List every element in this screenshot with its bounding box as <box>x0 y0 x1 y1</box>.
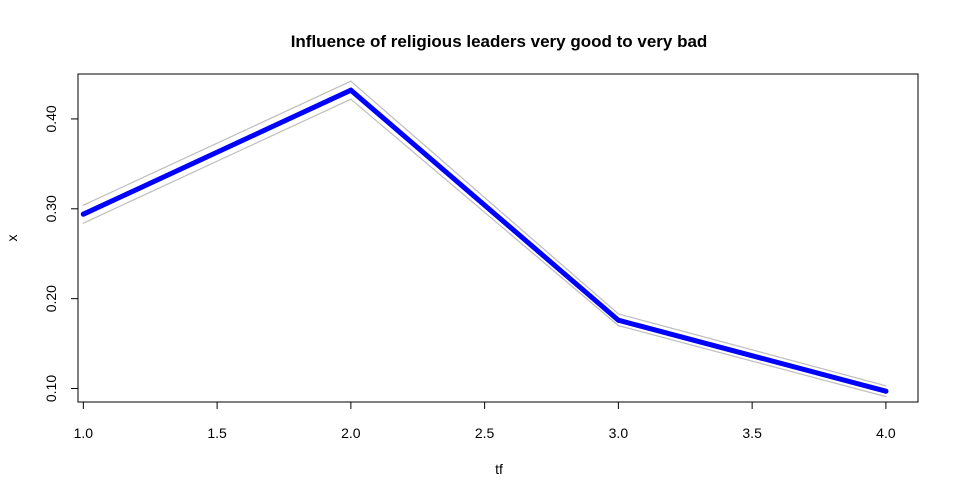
x-axis: 1.0 1.5 2.0 2.5 3.0 3.5 4.0 <box>74 402 896 441</box>
series-layer <box>80 80 889 398</box>
data-point-estimate <box>615 317 621 323</box>
y-tick-label: 0.10 <box>43 375 59 402</box>
y-tick-label: 0.20 <box>43 285 59 312</box>
data-point-estimate <box>348 87 354 93</box>
data-point-bound <box>350 80 352 82</box>
y-tick-label: 0.40 <box>43 105 59 132</box>
x-tick-label: 3.5 <box>742 425 762 441</box>
data-point-bound <box>885 396 887 398</box>
x-axis-title: tf <box>495 461 503 477</box>
y-tick-label: 0.30 <box>43 195 59 222</box>
data-point-bound <box>617 325 619 327</box>
y-axis-title: x <box>4 235 20 242</box>
data-point-bound <box>885 385 887 387</box>
series-line-lower-bound <box>82 98 887 398</box>
data-point-estimate <box>80 211 86 217</box>
data-point-bound <box>82 204 84 206</box>
y-axis: 0.10 0.20 0.30 0.40 <box>43 105 78 402</box>
chart-title: Influence of religious leaders very good… <box>291 32 708 51</box>
x-tick-label: 2.0 <box>341 425 361 441</box>
data-point-bound <box>350 98 352 100</box>
x-tick-label: 2.5 <box>475 425 495 441</box>
x-tick-label: 4.0 <box>876 425 896 441</box>
series-line-estimate <box>80 87 889 394</box>
x-tick-label: 1.5 <box>207 425 227 441</box>
data-point-bound <box>617 313 619 315</box>
series-line-upper-bound <box>82 80 887 387</box>
x-tick-label: 1.0 <box>74 425 94 441</box>
data-point-estimate <box>883 388 889 394</box>
plot-frame <box>77 73 919 403</box>
data-point-bound <box>82 222 84 224</box>
x-tick-label: 3.0 <box>609 425 629 441</box>
